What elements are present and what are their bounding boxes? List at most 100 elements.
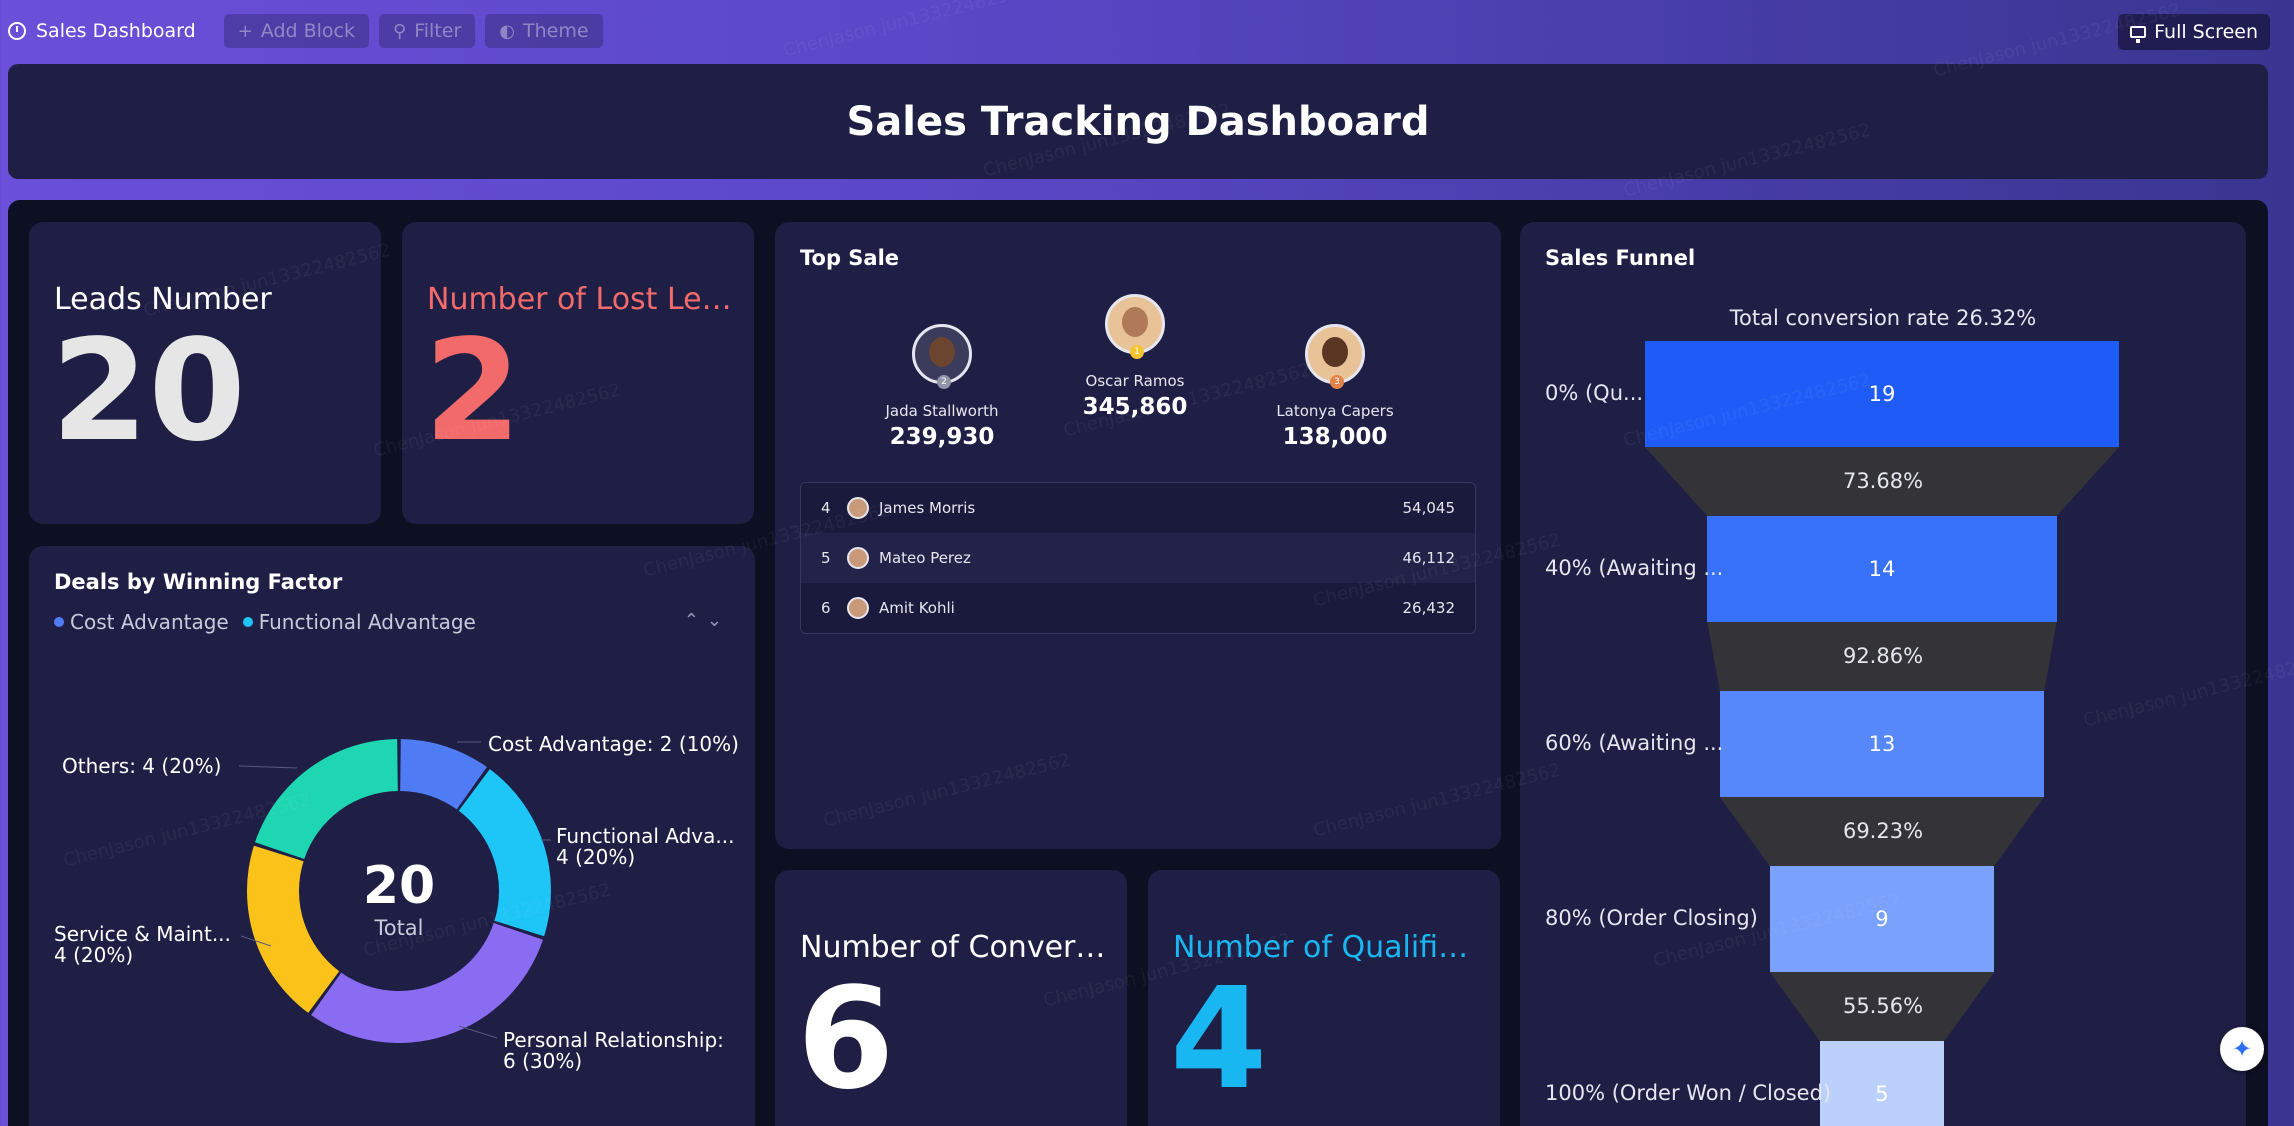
converted-value: 6: [797, 958, 895, 1121]
avatar: 1: [1105, 294, 1165, 359]
deals-by-winning-factor-card[interactable]: Deals by Winning Factor Cost Advantage F…: [29, 546, 755, 1126]
converted-card[interactable]: Number of Converte... 6: [775, 870, 1127, 1126]
legend-pager[interactable]: ⌃⌄: [684, 610, 730, 631]
funnel-stage-bar[interactable]: 19: [1645, 341, 2119, 447]
funnel-stage-label: 80% (Order Closing): [1545, 906, 1758, 930]
donut-slice[interactable]: [311, 923, 543, 1043]
app-title-label: Sales Dashboard: [36, 20, 196, 42]
theme-button[interactable]: ◐ Theme: [485, 14, 603, 48]
qualified-value: 4: [1170, 958, 1268, 1121]
podium-name: Jada Stallworth: [885, 402, 999, 420]
clock-icon: [8, 22, 26, 40]
slice-label-cost: Cost Advantage: 2 (10%): [488, 732, 739, 756]
top-sale-title: Top Sale: [800, 246, 900, 270]
legend-dot: [54, 617, 64, 627]
legend-item-functional[interactable]: Functional Advantage: [242, 610, 476, 634]
avatar: 3: [1305, 324, 1365, 389]
rank-badge: 2: [937, 375, 951, 389]
theme-label: Theme: [522, 20, 589, 42]
slice-label-personal: Personal Relationship: 6 (30%): [503, 1030, 724, 1072]
podium-name: Oscar Ramos: [1085, 372, 1185, 390]
funnel-connectors: [1645, 447, 2119, 1041]
rank-value: 46,112: [1402, 549, 1456, 567]
sales-funnel-card[interactable]: Sales Funnel Total conversion rate 26.32…: [1520, 222, 2246, 1126]
donut-slice[interactable]: [246, 845, 340, 1013]
rank-name: James Morris: [879, 499, 976, 517]
chevron-up-icon[interactable]: ⌃: [683, 610, 707, 631]
legend-label: Cost Advantage: [70, 610, 229, 634]
rank-value: 54,045: [1402, 499, 1456, 517]
rank-table: 4 James Morris 54,045 5 Mateo Perez 46,1…: [800, 482, 1476, 634]
rank-badge: 3: [1330, 375, 1344, 389]
funnel-stage-label: 60% (Awaiting ...: [1545, 731, 1724, 755]
leader-line: [238, 765, 298, 769]
podium-first[interactable]: 1 Oscar Ramos 345,860: [1025, 294, 1245, 420]
legend-item-cost[interactable]: Cost Advantage: [54, 610, 229, 634]
avatar: 2: [912, 324, 972, 389]
leader-line: [458, 1025, 498, 1039]
funnel-conversion-rate: 92.86%: [1842, 644, 1924, 668]
qualified-card[interactable]: Number of Qualified ... 4: [1148, 870, 1500, 1126]
avatar: [847, 547, 869, 569]
rank-badge: 1: [1130, 345, 1144, 359]
podium-value: 138,000: [1282, 424, 1388, 450]
funnel-stage-label: 40% (Awaiting ...: [1545, 556, 1724, 580]
add-block-label: Add Block: [260, 20, 356, 42]
slice-label-line: 4 (20%): [54, 943, 134, 967]
page-title: Sales Tracking Dashboard: [846, 98, 1430, 145]
slice-label-others: Others: 4 (20%): [62, 754, 222, 778]
app-title[interactable]: Sales Dashboard: [8, 20, 196, 42]
rank-name: Amit Kohli: [879, 599, 955, 617]
podium-third[interactable]: 3 Latonya Capers 138,000: [1225, 324, 1445, 450]
leads-number-value: 20: [51, 310, 246, 473]
top-toolbar: Sales Dashboard + Add Block ⚲ Filter ◐ T…: [0, 0, 2294, 62]
funnel-connector: [1719, 797, 2045, 866]
slice-label-service: Service & Maint... 4 (20%): [54, 924, 231, 966]
funnel-stage-label: 100% (Order Won / Closed): [1545, 1081, 1832, 1105]
funnel-stage-bar[interactable]: 14: [1707, 516, 2057, 622]
podium-value: 239,930: [889, 424, 995, 450]
monitor-icon: [2130, 26, 2147, 43]
chevron-down-icon[interactable]: ⌄: [706, 610, 730, 631]
ai-assistant-button[interactable]: ✦: [2220, 1027, 2264, 1071]
podium-second[interactable]: 2 Jada Stallworth 239,930: [832, 324, 1052, 450]
podium-name: Latonya Capers: [1276, 402, 1394, 420]
legend: Cost Advantage Functional Advantage: [54, 610, 476, 634]
funnel-connector: [1645, 447, 2119, 516]
slice-label-line: 4 (20%): [556, 845, 636, 869]
avatar: [847, 597, 869, 619]
funnel-stage-bar[interactable]: 5: [1819, 1041, 1945, 1126]
filter-button[interactable]: ⚲ Filter: [379, 14, 476, 48]
funnel-stage-bar[interactable]: 13: [1719, 691, 2045, 797]
funnel-connector: [1707, 622, 2057, 691]
donut-slice[interactable]: [458, 769, 551, 937]
legend-label: Functional Advantage: [258, 610, 476, 634]
funnel-stage-bar[interactable]: 9: [1769, 866, 1995, 972]
lost-leads-value: 2: [424, 310, 522, 473]
full-screen-label: Full Screen: [2154, 21, 2258, 43]
rank-number: 5: [821, 549, 831, 567]
filter-icon: ⚲: [393, 20, 407, 42]
table-row[interactable]: 6 Amit Kohli 26,432: [801, 583, 1475, 633]
donut-center: 20 Total: [329, 856, 469, 940]
donut-slice[interactable]: [255, 739, 398, 859]
podium-value: 345,860: [1082, 394, 1188, 420]
donut-total-label: Total: [374, 916, 424, 940]
slice-label-line: Functional Adva...: [556, 824, 735, 848]
add-block-button[interactable]: + Add Block: [223, 14, 370, 48]
top-sale-card[interactable]: Top Sale 2 Jada Stallworth 239,930 1 Osc…: [775, 222, 1501, 849]
sparkle-icon: ✦: [2231, 1035, 2253, 1063]
table-row[interactable]: 5 Mateo Perez 46,112: [801, 533, 1475, 583]
plus-icon: +: [237, 20, 253, 42]
leads-number-card[interactable]: Leads Number 20: [29, 222, 381, 524]
funnel-conversion-rate: 69.23%: [1842, 819, 1924, 843]
lost-leads-card[interactable]: Number of Lost Leads 2: [402, 222, 754, 524]
table-row[interactable]: 4 James Morris 54,045: [801, 483, 1475, 533]
full-screen-button[interactable]: Full Screen: [2118, 14, 2270, 50]
deals-title: Deals by Winning Factor: [54, 570, 343, 594]
filter-label: Filter: [414, 20, 462, 42]
donut-slice[interactable]: [400, 739, 487, 810]
donut-chart: [238, 739, 551, 1043]
funnel-conversion-rate: 55.56%: [1842, 994, 1924, 1018]
rank-number: 6: [821, 599, 831, 617]
